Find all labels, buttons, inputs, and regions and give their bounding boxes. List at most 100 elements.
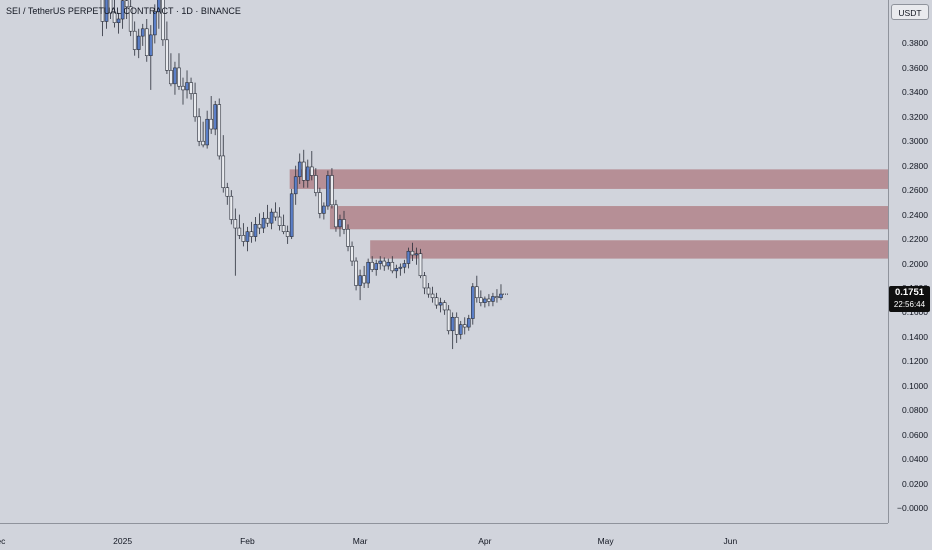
candle-body-up bbox=[483, 298, 487, 303]
candle bbox=[169, 53, 173, 87]
y-tick-label: 0.2800 bbox=[902, 160, 928, 171]
candle-body-down bbox=[422, 275, 427, 289]
price-axis[interactable]: 0.3800 0.3600 0.3400 0.3200 0.3000 0.2800 0.26… bbox=[888, 0, 932, 523]
candle-body-down bbox=[301, 161, 306, 181]
candle-body-down bbox=[495, 296, 499, 299]
candle-body-down bbox=[309, 166, 314, 176]
candle bbox=[434, 292, 439, 309]
candle-body-down bbox=[277, 216, 282, 226]
candle bbox=[197, 108, 201, 147]
candle bbox=[487, 294, 491, 307]
candle bbox=[201, 121, 205, 148]
candle bbox=[249, 221, 254, 243]
candle-body-down bbox=[475, 286, 479, 299]
candle-body-up bbox=[116, 18, 121, 23]
candle-body-down bbox=[124, 0, 129, 8]
candle bbox=[233, 208, 238, 276]
candle bbox=[398, 263, 403, 276]
candle-body-down bbox=[209, 118, 213, 130]
time-axis[interactable]: Dec 2025 Feb Mar Apr May Jun bbox=[0, 523, 888, 550]
candle-countdown: 22:56:44 bbox=[893, 300, 926, 309]
candle-body-up bbox=[213, 104, 217, 130]
candle-body-down bbox=[350, 246, 354, 262]
y-tick-label: 0.3800 bbox=[902, 38, 928, 49]
candle bbox=[458, 320, 463, 340]
candle-body-up bbox=[253, 224, 258, 237]
candle-body-up bbox=[322, 205, 326, 214]
candle bbox=[491, 292, 495, 307]
candle bbox=[229, 190, 234, 225]
y-tick-label: 0.3600 bbox=[902, 62, 928, 73]
candle bbox=[483, 296, 487, 308]
candle bbox=[350, 241, 354, 266]
candle bbox=[213, 100, 217, 136]
candle-body-down bbox=[108, 0, 113, 14]
candle-body-down bbox=[181, 85, 185, 91]
candle-body-down bbox=[132, 30, 137, 50]
y-tick-label: 0.3000 bbox=[902, 136, 928, 147]
y-tick-label: 0.3200 bbox=[902, 111, 928, 122]
candle bbox=[346, 224, 350, 252]
candle bbox=[237, 214, 242, 240]
candle bbox=[120, 0, 125, 29]
candle bbox=[410, 242, 415, 262]
candle bbox=[446, 305, 451, 335]
candle bbox=[414, 247, 419, 265]
candle bbox=[438, 297, 443, 313]
candle bbox=[173, 61, 177, 95]
y-tick-label: 0.0200 bbox=[902, 478, 928, 489]
candle bbox=[289, 188, 294, 240]
candle bbox=[362, 265, 366, 288]
candle bbox=[462, 317, 467, 335]
candle bbox=[217, 98, 222, 160]
candle-body-down bbox=[462, 324, 467, 328]
x-tick-label: 2025 bbox=[113, 536, 133, 546]
candle-body-up bbox=[104, 0, 109, 22]
candle bbox=[157, 0, 161, 29]
y-tick-label: 0.0400 bbox=[902, 454, 928, 465]
candle bbox=[402, 259, 407, 274]
candle-body-down bbox=[100, 0, 105, 22]
candle-body-up bbox=[297, 161, 302, 178]
candle bbox=[495, 289, 499, 303]
candle-body-down bbox=[430, 293, 435, 299]
candle-body-up bbox=[438, 302, 443, 306]
candle-body-up bbox=[136, 35, 141, 50]
candle-body-down bbox=[334, 204, 338, 228]
candle-body-up bbox=[245, 231, 250, 242]
candle bbox=[136, 28, 141, 59]
y-tick-label: 0.2200 bbox=[902, 234, 928, 245]
candle-body-down bbox=[249, 231, 254, 237]
candle bbox=[382, 257, 387, 271]
candle-body-down bbox=[362, 275, 366, 284]
y-tick-label: 0.2000 bbox=[902, 258, 928, 269]
candle bbox=[177, 53, 181, 90]
candle bbox=[326, 170, 330, 210]
currency-selector[interactable]: USDT bbox=[891, 4, 929, 20]
candle-body-down bbox=[217, 104, 222, 157]
candle bbox=[366, 258, 370, 288]
candle bbox=[499, 284, 503, 301]
candle bbox=[112, 0, 117, 28]
candle bbox=[470, 283, 475, 325]
candle-body-down bbox=[426, 287, 431, 295]
candle-body-down bbox=[225, 187, 230, 197]
candle-body-up bbox=[157, 0, 161, 12]
candle-body-up bbox=[326, 175, 330, 207]
candle-body-down bbox=[221, 155, 226, 189]
candle-body-up bbox=[458, 324, 463, 335]
candle-body-up bbox=[149, 34, 153, 56]
candle-body-up bbox=[366, 261, 370, 284]
x-tick-label: Jun bbox=[723, 536, 738, 546]
candle-body-up bbox=[305, 166, 310, 181]
x-tick-label: Apr bbox=[478, 536, 492, 546]
y-tick-label: −0.0000 bbox=[897, 503, 928, 513]
price-chart[interactable] bbox=[0, 0, 888, 523]
candle-body-down bbox=[442, 302, 447, 311]
candle bbox=[108, 0, 113, 19]
y-tick-label: 0.2600 bbox=[902, 185, 928, 196]
candle-body-down bbox=[201, 140, 205, 146]
candle bbox=[241, 223, 246, 247]
candle-body-up bbox=[269, 211, 274, 224]
candle-body-up bbox=[402, 263, 407, 268]
